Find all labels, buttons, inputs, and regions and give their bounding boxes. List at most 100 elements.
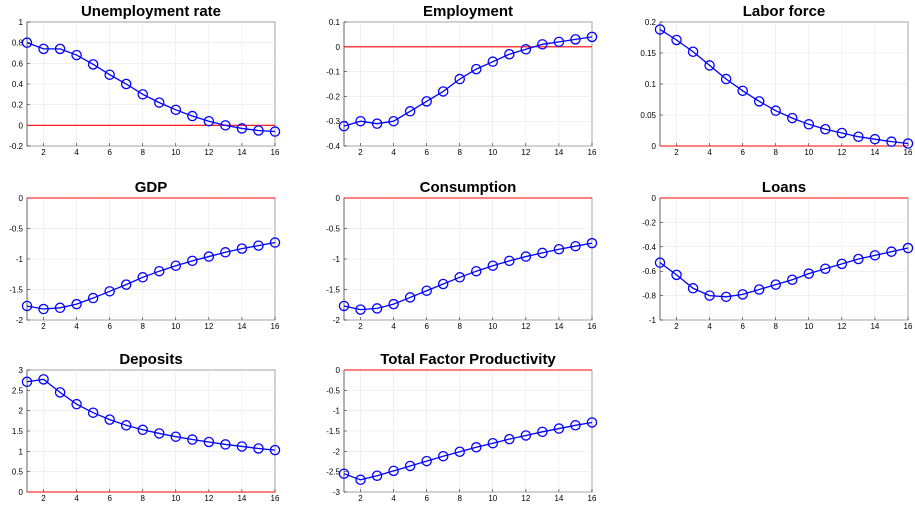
data-point-marker (355, 115, 366, 127)
data-point-marker (137, 272, 148, 283)
data-point-marker (269, 444, 281, 456)
data-point-marker (586, 237, 598, 249)
data-point-marker (203, 436, 215, 448)
data-point-marker (338, 468, 350, 479)
x-tick-label: 16 (588, 494, 597, 503)
y-tick-label: -0.2 (642, 218, 656, 227)
subplot-2: 2 4 6 8 10 12 14 16 -0.4 -0.3 -0.2 -0.1 0 0.1 Employme… (326, 3, 598, 157)
x-tick-label: 12 (837, 322, 846, 331)
y-tick-label: 2.5 (12, 386, 24, 395)
data-point-marker (504, 255, 515, 267)
y-tick-label: -1.5 (9, 286, 23, 295)
series-line (26, 378, 276, 451)
y-tick-label: 0 (336, 43, 341, 52)
x-tick-label: 8 (458, 148, 463, 157)
series-line (343, 36, 593, 127)
data-point-marker (520, 251, 532, 262)
data-point-marker (753, 284, 765, 295)
data-point-marker (338, 120, 350, 132)
x-tick-label: 2 (674, 148, 679, 157)
plot-frame (659, 197, 909, 321)
data-point-marker (454, 73, 465, 85)
data-point-marker (471, 63, 482, 75)
x-tick-label: 4 (391, 322, 396, 331)
y-tick-label: -0.2 (326, 92, 340, 101)
x-tick-label: 2 (41, 494, 46, 503)
y-tick-label: 0 (19, 194, 24, 203)
y-tick-label: 0.2 (12, 101, 24, 110)
data-point-marker (120, 420, 132, 431)
data-point-marker (687, 46, 699, 58)
y-tick-label: -0.8 (642, 292, 656, 301)
data-point-marker (654, 257, 666, 268)
y-tick-label: 0 (336, 366, 341, 375)
x-tick-label: 2 (358, 322, 363, 331)
x-tick-label: 16 (588, 322, 597, 331)
y-tick-label: -1 (333, 407, 341, 416)
y-tick-label: 0.5 (12, 468, 24, 477)
data-point-marker (54, 387, 66, 398)
data-point-marker (220, 120, 231, 131)
data-point-marker (454, 446, 465, 457)
data-point-marker (21, 37, 33, 48)
data-point-marker (120, 279, 132, 290)
subplot-4: 2 4 6 8 10 12 14 16 -2 -1.5 -1 -0.5 0 GDP (9, 179, 281, 331)
x-tick-label: 2 (41, 148, 46, 157)
data-point-marker (355, 304, 366, 315)
y-tick-label: 3 (19, 366, 24, 375)
x-tick-label: 12 (204, 322, 213, 331)
data-point-marker (21, 376, 33, 388)
data-point-marker (71, 49, 82, 61)
subplot-5: 2 4 6 8 10 12 14 16 -2 -1.5 -1 -0.5 0 Consumption (326, 179, 598, 331)
subplot-6: 2 4 6 8 10 12 14 16 -1 -0.8 -0.6 -0.4 -0.2 0 Loans (642, 179, 914, 331)
data-point-marker (520, 430, 532, 441)
y-tick-label: -2 (333, 447, 341, 456)
data-point-marker (687, 283, 699, 294)
y-tick-label: -1.5 (326, 427, 340, 436)
data-point-marker (104, 69, 115, 80)
y-tick-label: -0.4 (326, 142, 340, 151)
data-point-marker (187, 255, 198, 267)
x-tick-label: 14 (237, 148, 246, 157)
x-tick-label: 10 (488, 322, 497, 331)
data-point-marker (671, 269, 682, 281)
data-point-marker (38, 374, 49, 385)
data-point-marker (803, 268, 815, 279)
x-tick-label: 4 (707, 148, 712, 157)
y-tick-label: 0.8 (12, 39, 24, 48)
data-point-marker (154, 97, 165, 108)
data-point-marker (820, 124, 831, 135)
y-tick-label: -0.6 (642, 267, 656, 276)
data-point-marker (220, 439, 231, 450)
x-tick-label: 2 (674, 322, 679, 331)
data-point-marker (71, 298, 82, 310)
data-point-marker (487, 260, 499, 271)
data-point-marker (487, 56, 499, 67)
data-point-marker (170, 431, 182, 442)
x-tick-label: 8 (141, 494, 146, 503)
x-tick-label: 8 (458, 322, 463, 331)
data-point-marker (753, 96, 765, 107)
x-tick-label: 12 (521, 148, 530, 157)
data-point-marker (720, 291, 732, 303)
series-line (659, 247, 909, 298)
series-line (343, 421, 593, 481)
subplot-title: Employment (423, 3, 513, 20)
y-tick-label: 0.4 (12, 80, 24, 89)
data-point-marker (553, 423, 565, 434)
data-point-marker (537, 247, 548, 259)
data-point-marker (471, 265, 482, 277)
x-tick-label: 6 (740, 148, 745, 157)
data-point-marker (253, 125, 264, 136)
series-line (659, 28, 909, 145)
data-point-marker (886, 136, 897, 147)
y-tick-label: -2 (16, 316, 24, 325)
x-tick-label: 8 (458, 494, 463, 503)
data-point-marker (236, 243, 248, 254)
y-tick-label: 0 (19, 121, 24, 130)
x-tick-label: 4 (74, 322, 79, 331)
y-tick-label: -3 (333, 488, 341, 497)
x-tick-label: 4 (74, 148, 79, 157)
y-tick-label: -0.5 (9, 225, 23, 234)
x-tick-label: 6 (107, 148, 112, 157)
